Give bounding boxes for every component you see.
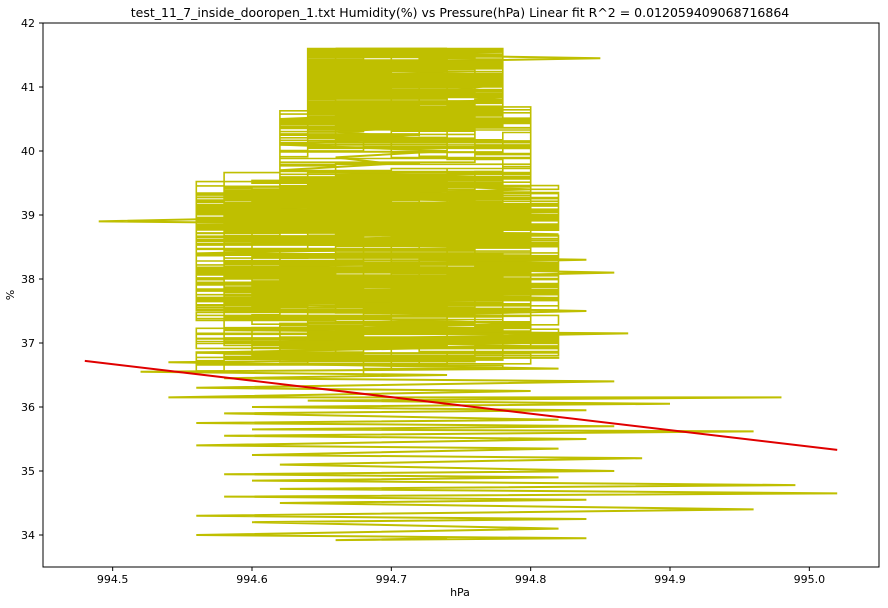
plot-area-frame: [42, 22, 880, 568]
x-tick-label: 995.0: [794, 573, 826, 586]
x-tick-label: 994.6: [236, 573, 268, 586]
data-series-texture: [195, 47, 560, 376]
y-tick-label: 41: [21, 81, 35, 94]
x-tick-label: 994.9: [654, 573, 686, 586]
y-tick-label: 40: [21, 145, 35, 158]
x-tick-label: 994.8: [515, 573, 547, 586]
data-layer: [98, 47, 838, 542]
y-tick-label: 35: [21, 465, 35, 478]
y-tick-label: 34: [21, 529, 35, 542]
x-tick-label: 994.5: [97, 573, 129, 586]
x-axis: 994.5 994.6 994.7 994.8 994.9 995.0: [97, 567, 825, 586]
y-axis-label: %: [4, 290, 17, 300]
y-tick-label: 38: [21, 273, 35, 286]
chart-title: test_11_7_inside_dooropen_1.txt Humidity…: [131, 5, 790, 20]
y-tick-label: 42: [21, 17, 35, 30]
linear-fit-line: [84, 359, 838, 451]
x-tick-label: 994.7: [376, 573, 408, 586]
fit-layer: [84, 359, 838, 451]
y-tick-label: 37: [21, 337, 35, 350]
y-axis: 34 35 36 37 38 39 40 41 42: [21, 17, 43, 542]
y-tick-label: 39: [21, 209, 35, 222]
y-tick-label: 36: [21, 401, 35, 414]
x-axis-label: hPa: [450, 586, 470, 599]
